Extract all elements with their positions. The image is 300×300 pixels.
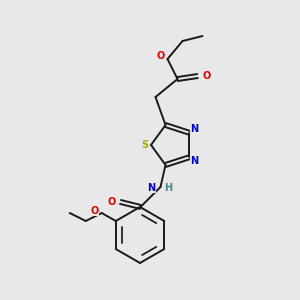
Text: N: N xyxy=(190,124,198,134)
Text: N: N xyxy=(147,183,155,193)
Text: N: N xyxy=(190,156,198,166)
Text: O: O xyxy=(202,71,211,81)
Text: O: O xyxy=(107,197,116,207)
Text: O: O xyxy=(156,51,164,61)
Text: O: O xyxy=(91,206,99,216)
Text: H: H xyxy=(164,183,172,193)
Text: S: S xyxy=(141,140,148,150)
